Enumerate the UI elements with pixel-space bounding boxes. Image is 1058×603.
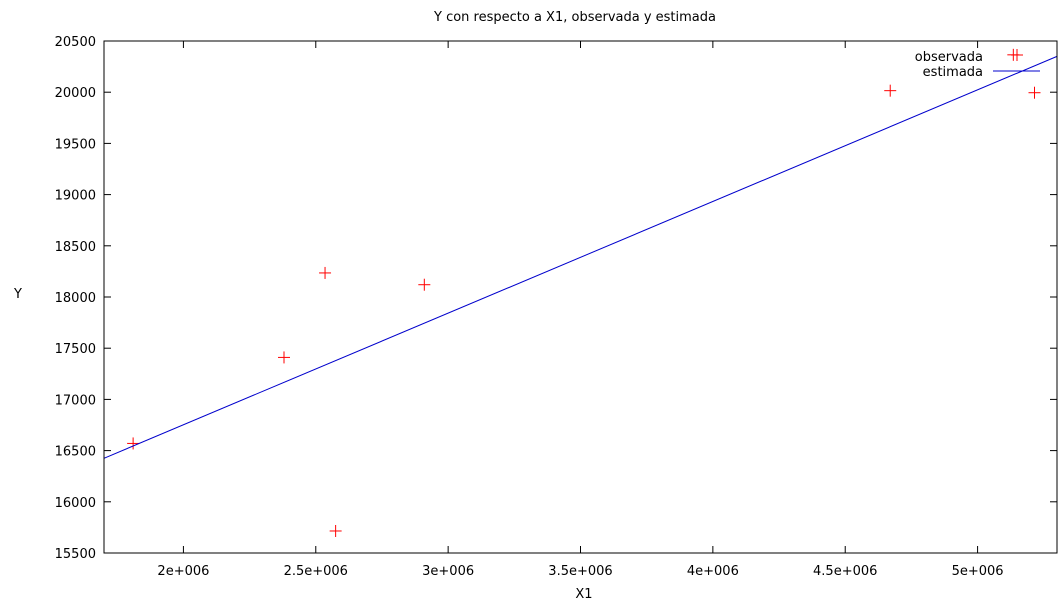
axis-ticks	[104, 40, 1057, 554]
x-tick-label: 4e+006	[687, 564, 739, 579]
data-point-observada	[278, 351, 291, 364]
x-axis-label: X1	[575, 587, 592, 602]
y-tick-label: 20500	[55, 35, 96, 50]
legend-label: observada	[915, 50, 983, 65]
data-point-observada	[1028, 86, 1041, 99]
plot-area	[103, 48, 1058, 537]
data-point-observada	[329, 524, 342, 537]
y-tick-label: 18000	[55, 291, 96, 306]
data-point-observada	[127, 437, 140, 450]
x-tick-label: 3e+006	[422, 564, 474, 579]
x-tick-label: 2e+006	[157, 564, 209, 579]
series-line-estimada	[103, 55, 1058, 459]
plot-frame	[103, 40, 1058, 554]
y-tick-label: 16500	[55, 445, 96, 460]
y-axis-label: Y	[13, 287, 22, 302]
y-tick-label: 20000	[55, 86, 96, 101]
x-tick-label: 4.5e+006	[813, 564, 877, 579]
chart-title: Y con respecto a X1, observada y estimad…	[433, 10, 716, 25]
legend-swatch-marker	[1011, 49, 1023, 61]
data-point-observada	[319, 266, 332, 279]
x-tick-label: 2.5e+006	[284, 564, 348, 579]
y-tick-label: 18500	[55, 240, 96, 255]
y-tick-label: 17000	[55, 393, 96, 408]
data-point-observada	[884, 84, 897, 97]
y-tick-label: 16000	[55, 496, 96, 511]
y-tick-label: 19500	[55, 137, 96, 152]
x-tick-label: 3.5e+006	[548, 564, 612, 579]
tick-labels: 15500 16000 16500 17000 17500 18000 18500 19000…	[55, 35, 1004, 579]
y-tick-label: 17500	[55, 342, 96, 357]
data-point-observada	[418, 278, 431, 291]
x-tick-label: 5e+006	[952, 564, 1004, 579]
y-tick-label: 19000	[55, 189, 96, 204]
legend-label: estimada	[923, 65, 983, 80]
y-tick-label: 15500	[55, 547, 96, 562]
